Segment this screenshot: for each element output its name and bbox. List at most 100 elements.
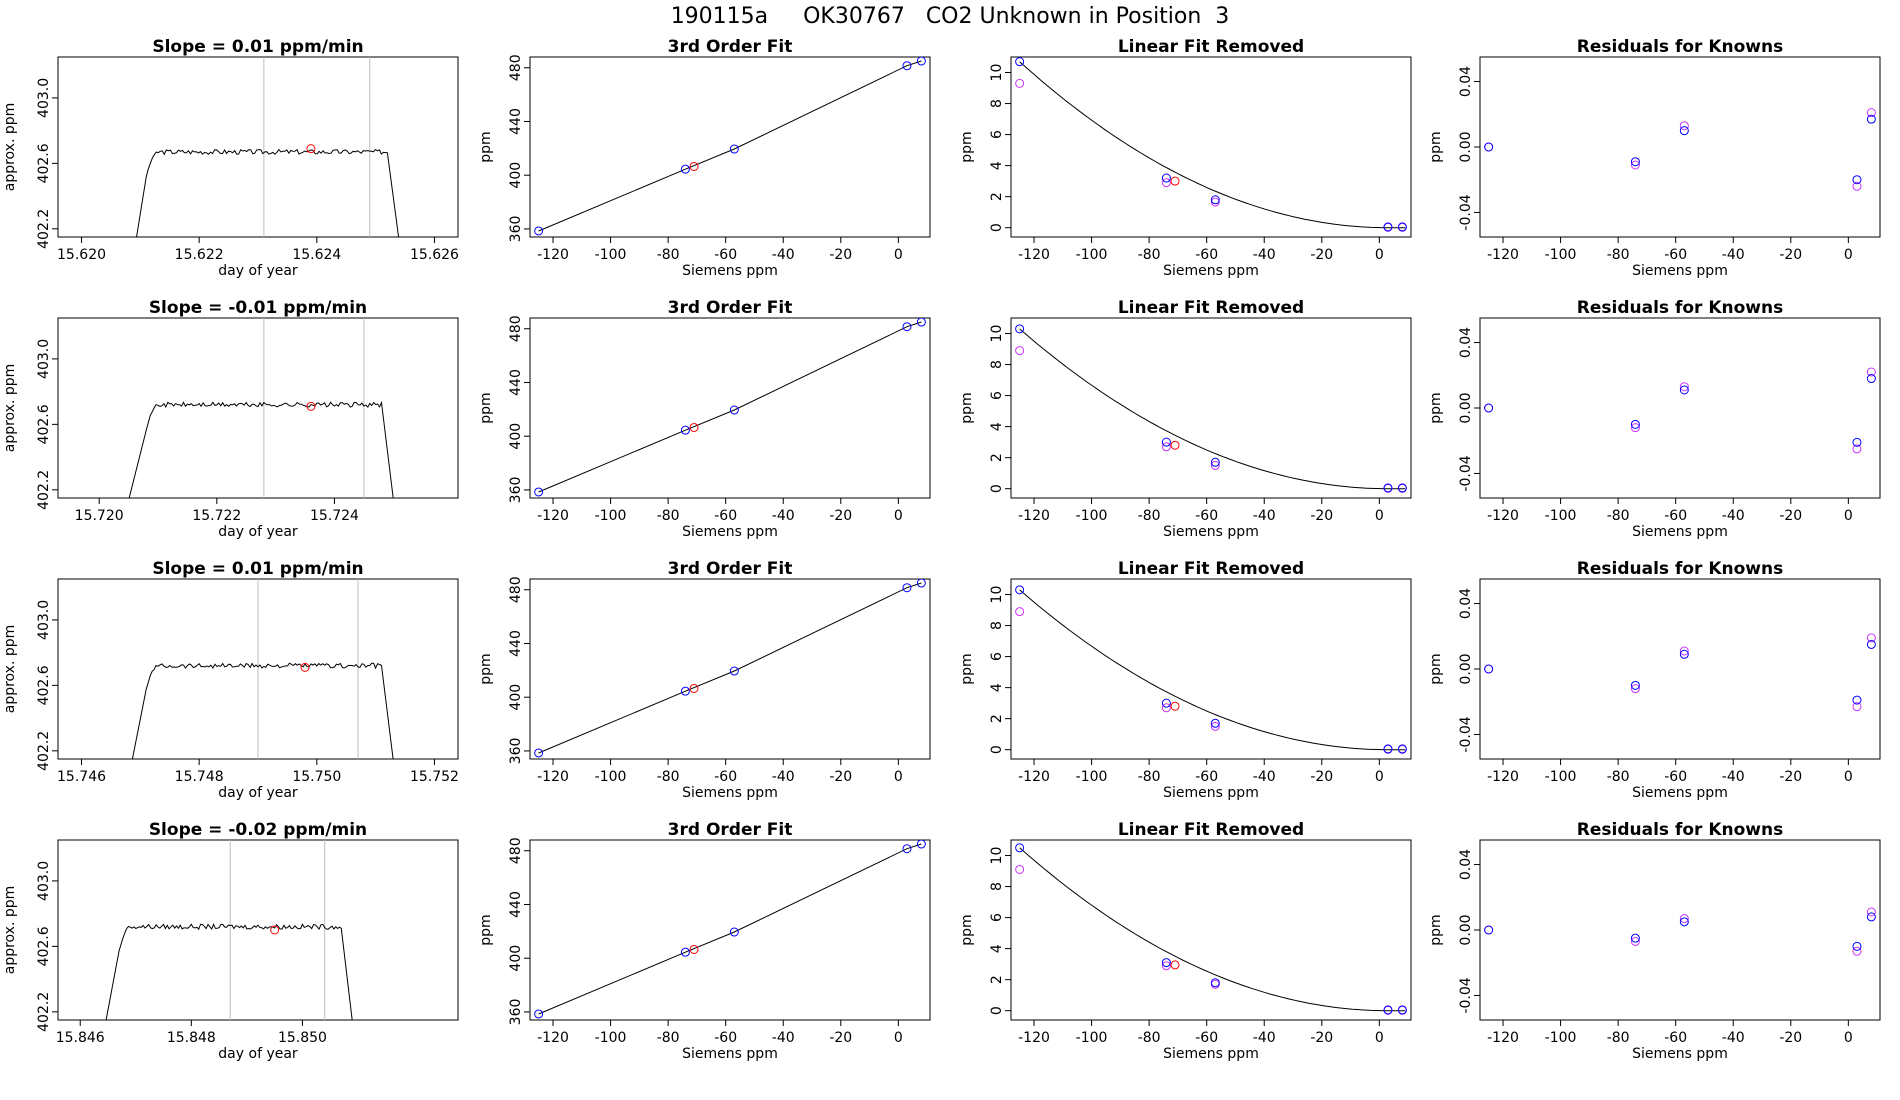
alt-point (1679, 646, 1689, 656)
x-tick-label: -120 (1487, 1030, 1519, 1046)
known-point (902, 844, 912, 854)
y-axis-label: ppm (478, 914, 494, 945)
x-tick-label: -120 (1487, 769, 1519, 785)
x-tick-label: -80 (657, 247, 680, 263)
residual-curve (1019, 328, 1406, 490)
known-point (902, 583, 912, 593)
y-tick-label: 0 (989, 484, 1005, 493)
panel-title: Linear Fit Removed (1118, 298, 1304, 318)
x-tick-label: -100 (595, 769, 627, 785)
known-point (1210, 718, 1220, 728)
panel-title: Linear Fit Removed (1118, 37, 1304, 57)
x-tick-label: -20 (829, 769, 852, 785)
x-tick-label: 0 (1844, 1030, 1853, 1046)
known-point (1397, 483, 1407, 493)
x-axis-label: Siemens ppm (1632, 785, 1728, 801)
x-tick-label: -60 (1195, 769, 1218, 785)
x-tick-label: 15.848 (167, 1030, 216, 1046)
y-tick-label: 400 (508, 162, 524, 189)
known-point (1161, 437, 1171, 447)
x-tick-label: -60 (714, 769, 737, 785)
known-point (729, 927, 739, 937)
figure-title: 190115a OK30767 CO2 Unknown in Position … (670, 4, 1230, 29)
known-point (902, 61, 912, 71)
panel-title: Slope = -0.02 ppm/min (149, 820, 367, 840)
y-tick-label: 4 (989, 944, 1005, 953)
known-point (1679, 917, 1689, 927)
panel-9: Slope = 0.01 ppm/min 15.746 15.748 15.750 15… (2, 559, 459, 801)
plot-area (128, 318, 394, 498)
alt-point (1210, 197, 1220, 207)
x-axis-label: Siemens ppm (1163, 524, 1259, 540)
y-tick-label: 360 (508, 999, 524, 1026)
x-tick-label: -60 (1664, 769, 1687, 785)
x-tick-label: -120 (1487, 247, 1519, 263)
x-tick-label: -20 (1779, 769, 1802, 785)
alt-point (1161, 442, 1171, 452)
known-point (1397, 222, 1407, 232)
y-tick-label: 480 (508, 837, 524, 864)
x-tick-label: -20 (829, 508, 852, 524)
y-tick-label: 403.0 (36, 600, 52, 640)
x-tick-label: -40 (1722, 1030, 1745, 1046)
data-trace (128, 400, 394, 498)
y-tick-label: 6 (989, 913, 1005, 922)
plot-area (1015, 57, 1407, 232)
x-tick-label: 15.622 (175, 247, 224, 263)
y-tick-label: 6 (989, 652, 1005, 661)
x-axis-label: day of year (218, 524, 298, 540)
known-point (916, 318, 926, 327)
x-tick-label: -60 (1664, 247, 1687, 263)
panel-title: Linear Fit Removed (1118, 559, 1304, 579)
y-tick-label: 0.04 (1458, 849, 1474, 880)
y-axis-label: ppm (959, 131, 975, 162)
x-axis-label: Siemens ppm (1632, 1046, 1728, 1062)
alt-point (1852, 181, 1862, 191)
y-axis-label: ppm (959, 914, 975, 945)
panel-15: Linear Fit Removed -120 -100 -80 -60 -40 -20 0 S… (959, 820, 1412, 1062)
y-tick-label: 0.00 (1458, 392, 1474, 423)
alt-point (1015, 607, 1025, 617)
panel-title: 3rd Order Fit (668, 820, 793, 840)
x-tick-label: -40 (772, 508, 795, 524)
known-point (1015, 843, 1025, 853)
x-tick-label: -20 (1310, 1030, 1333, 1046)
known-point (1679, 385, 1689, 395)
x-tick-label: -120 (1018, 1030, 1050, 1046)
y-tick-label: 402.6 (36, 926, 52, 966)
plot-area (534, 57, 926, 236)
x-tick-label: 0 (1375, 769, 1384, 785)
unknown-point (306, 401, 316, 411)
y-tick-label: 4 (989, 161, 1005, 170)
unknown-point (306, 144, 316, 154)
y-axis-label: ppm (478, 131, 494, 162)
panel-5: Slope = -0.01 ppm/min 15.720 15.722 15.724 d… (2, 298, 459, 540)
y-tick-label: 2 (989, 714, 1005, 723)
x-tick-label: -120 (537, 247, 569, 263)
alt-point (1015, 346, 1025, 356)
y-axis-label: ppm (478, 653, 494, 684)
y-tick-label: 10 (989, 847, 1005, 865)
known-point (1015, 57, 1025, 67)
plot-frame (1479, 578, 1881, 760)
y-tick-label: 6 (989, 130, 1005, 139)
alt-point (1630, 160, 1640, 170)
x-tick-label: -40 (1722, 508, 1745, 524)
x-tick-label: -80 (657, 508, 680, 524)
x-tick-label: -80 (657, 769, 680, 785)
x-axis-label: Siemens ppm (682, 785, 778, 801)
x-tick-label: -40 (772, 247, 795, 263)
y-tick-label: 0.04 (1458, 588, 1474, 619)
y-tick-label: 480 (508, 315, 524, 342)
unknown-point (689, 683, 699, 693)
alt-point (1161, 961, 1171, 971)
alt-point (1679, 382, 1689, 392)
fit-curve (538, 321, 922, 493)
x-tick-label: -100 (1076, 769, 1108, 785)
plot-frame (57, 56, 459, 238)
panel-1: Slope = 0.01 ppm/min 15.620 15.622 15.624 15… (2, 37, 459, 279)
y-tick-label: 8 (989, 99, 1005, 108)
known-point (1866, 374, 1876, 384)
x-tick-label: -100 (1545, 1030, 1577, 1046)
residual-curve (1019, 847, 1406, 1012)
